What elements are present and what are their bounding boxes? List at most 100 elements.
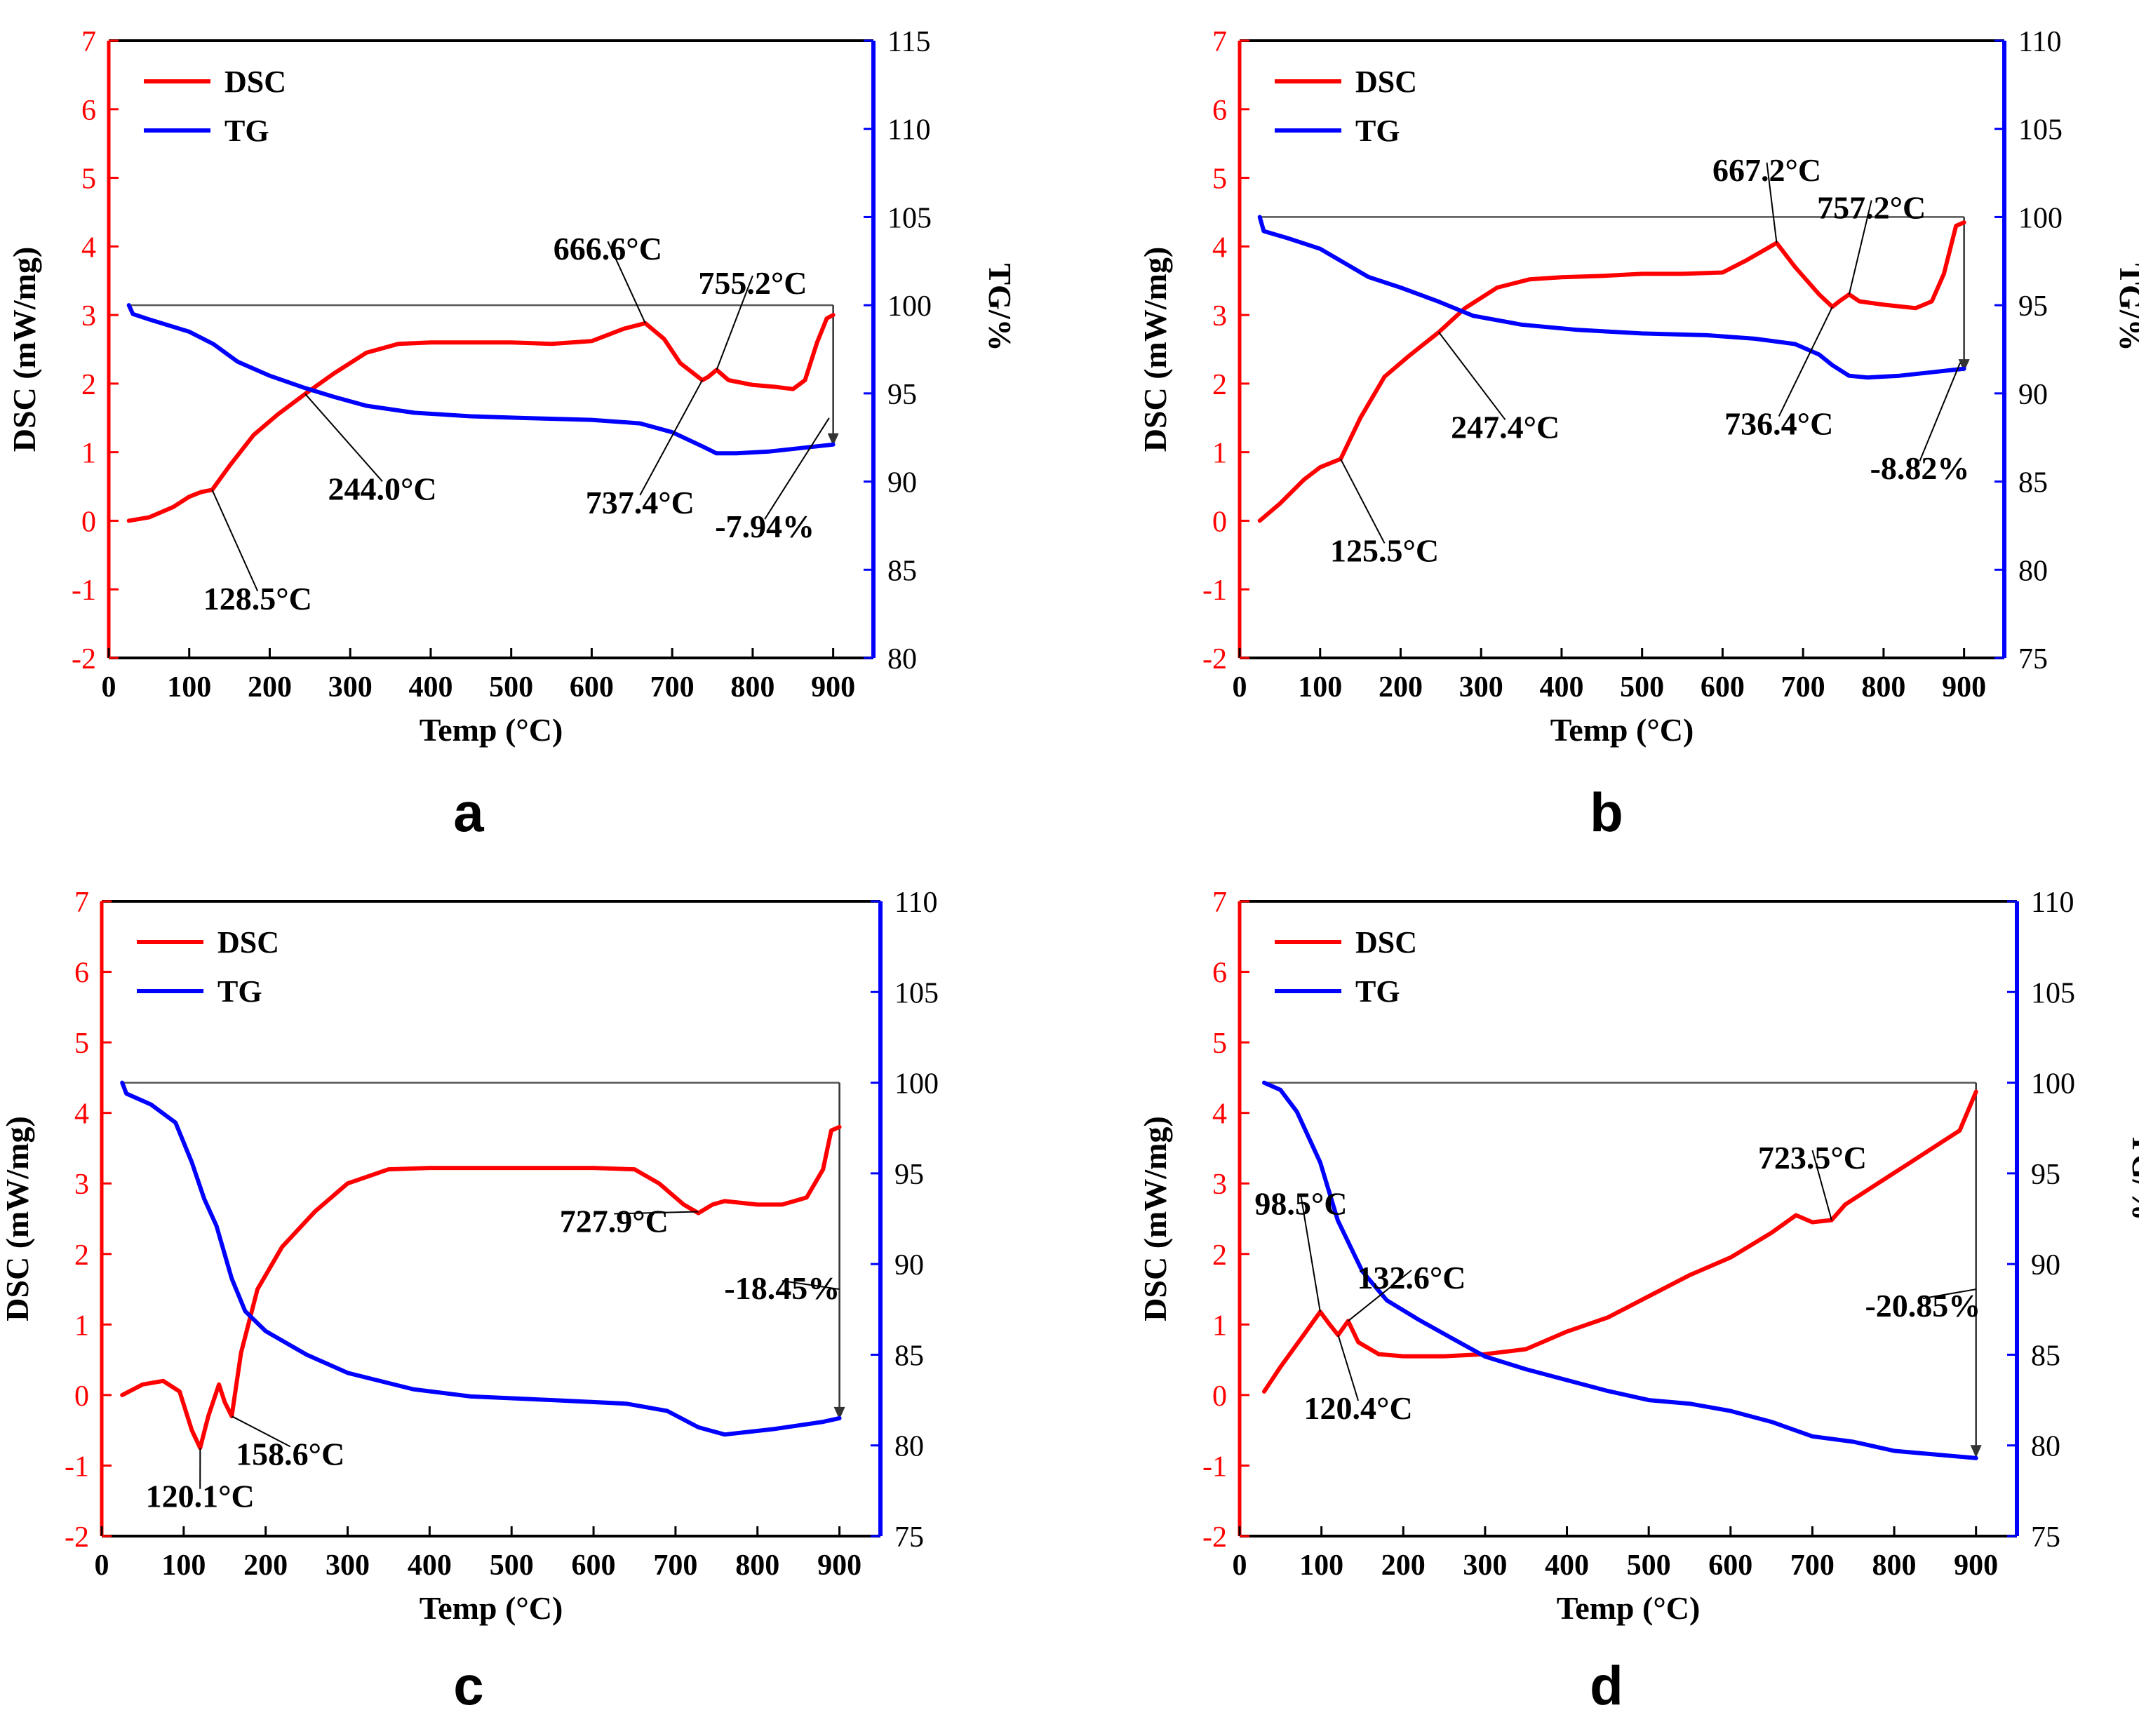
- y2-tick-label: 95: [2018, 290, 2048, 323]
- x-tick-label: 800: [1861, 671, 1905, 704]
- annotation-label: 120.4°C: [1304, 1390, 1413, 1426]
- y2-tick-label: 80: [887, 643, 917, 675]
- annotation-leader: [1919, 363, 1961, 462]
- x-tick-label: 400: [408, 1549, 452, 1582]
- annotation-label: 125.5°C: [1330, 532, 1439, 568]
- y2-tick-label: 75: [894, 1521, 924, 1554]
- y-tick-label: 6: [1212, 957, 1227, 990]
- x-axis-label: Temp (°C): [1557, 1590, 1701, 1626]
- annotation-label: 755.2°C: [698, 265, 807, 301]
- y-tick-label: 1: [81, 438, 96, 470]
- x-tick-label: 300: [326, 1549, 370, 1582]
- annotation-leader: [1922, 1288, 1976, 1300]
- legend-label-tg: TG: [1355, 974, 1400, 1009]
- x-tick-label: 700: [1790, 1549, 1835, 1582]
- y-tick-label: 1: [1212, 438, 1227, 470]
- y-tick-label: 7: [81, 26, 96, 58]
- y2-tick-label: 90: [2031, 1249, 2060, 1281]
- y2-tick-label: 95: [2031, 1159, 2060, 1191]
- y-tick-label: 4: [74, 1098, 89, 1131]
- legend-label-dsc: DSC: [224, 65, 286, 99]
- annotation-leader: [1348, 1270, 1412, 1322]
- y2-tick-label: 100: [887, 290, 932, 323]
- y-tick-label: 0: [1212, 506, 1227, 538]
- annotation-leader: [231, 1415, 291, 1448]
- y2-tick-label: 90: [2018, 379, 2048, 411]
- y2-tick-label: 95: [894, 1159, 924, 1191]
- y-tick-label: 4: [1212, 1098, 1227, 1131]
- x-tick-label: 400: [1539, 671, 1583, 704]
- y-tick-label: 1: [1212, 1310, 1227, 1342]
- series-line-dsc: [1257, 220, 1966, 523]
- annotation-label: 244.0°C: [328, 471, 437, 506]
- y-tick-label: -2: [65, 1521, 89, 1554]
- y2-tick-label: 110: [894, 887, 937, 919]
- x-tick-label: 600: [572, 1549, 616, 1582]
- mass-loss-arrowhead: [1970, 1445, 1982, 1458]
- y-tick-label: 7: [1212, 887, 1227, 919]
- annotation-leader: [1811, 1150, 1832, 1220]
- y-tick-label: 6: [74, 957, 89, 990]
- y2-tick-label: 110: [887, 114, 930, 147]
- annotation-label: 666.6°C: [554, 231, 662, 267]
- y-axis-label: DSC (mW/mg): [1137, 247, 1173, 452]
- y-tick-label: -1: [65, 1451, 89, 1483]
- x-tick-label: 100: [1298, 671, 1342, 704]
- y2-tick-label: 80: [2018, 555, 2048, 587]
- y-axis-label: DSC (mW/mg): [6, 247, 42, 452]
- panel-letter: c: [453, 1655, 483, 1716]
- annotation-leader: [614, 1211, 699, 1215]
- panel-letter-a: a: [453, 781, 484, 843]
- y-tick-label: 0: [1212, 1380, 1227, 1413]
- legend-label-dsc: DSC: [217, 925, 279, 960]
- y-tick-label: 2: [1212, 1239, 1227, 1272]
- y-tick-label: 4: [81, 231, 96, 264]
- y2-tick-label: 90: [887, 467, 917, 499]
- y-tick-label: 5: [1212, 1028, 1227, 1060]
- annotation-label: -7.94%: [715, 509, 814, 544]
- mass-loss-arrowhead: [833, 1406, 845, 1420]
- y-axis-label: DSC (mW/mg): [1137, 1116, 1173, 1321]
- y-tick-label: -1: [1202, 574, 1227, 607]
- y-tick-label: -2: [72, 643, 96, 675]
- series-line-tg: [1257, 215, 1966, 380]
- annotation-leader: [716, 275, 753, 370]
- y-tick-label: -2: [1202, 1521, 1227, 1554]
- annotation-leader: [782, 1280, 840, 1291]
- y-tick-label: 1: [74, 1310, 89, 1342]
- chart-panel-b: 0 100 200 300 400 500 600 700 800 900 -2 -1 0 1 2 3 4 5 6 7…: [1137, 26, 2139, 748]
- x-tick-label: 500: [1620, 671, 1664, 704]
- series-line-dsc: [120, 1124, 842, 1451]
- chart-panel-c: 0 100 200 300 400 500 600 700 800 900 -2 -1 0 1 2 3 4 5 6 7…: [0, 887, 939, 1626]
- y-axis-label: DSC (mW/mg): [0, 1116, 35, 1321]
- annotation-leader: [211, 490, 259, 592]
- x-tick-label: 0: [1233, 1549, 1247, 1582]
- y-tick-label: 2: [74, 1239, 89, 1272]
- series-line-tg: [126, 303, 836, 456]
- annotation-label: 737.4°C: [586, 485, 695, 520]
- legend-label-tg: TG: [1355, 114, 1400, 148]
- annotation-label: 736.4°C: [1724, 406, 1833, 442]
- x-tick-label: 0: [95, 1549, 109, 1582]
- y-tick-label: 3: [81, 300, 96, 332]
- series-line-tg: [1262, 1080, 1978, 1460]
- y2-tick-label: 110: [2031, 887, 2074, 919]
- x-tick-label: 100: [1299, 1549, 1343, 1582]
- y-tick-label: -1: [1202, 1451, 1227, 1483]
- x-tick-label: 400: [1545, 1549, 1589, 1582]
- y2-tick-label: 90: [894, 1249, 924, 1281]
- x-tick-label: 800: [730, 671, 775, 704]
- y2-tick-label: 100: [2018, 202, 2063, 234]
- y-tick-label: 6: [81, 95, 96, 127]
- y-tick-label: 6: [1212, 95, 1227, 127]
- panel-letter: a: [453, 781, 484, 843]
- annotation-label: -18.45%: [724, 1270, 840, 1306]
- x-tick-label: 700: [650, 671, 695, 704]
- annotation-leader: [1848, 200, 1872, 295]
- annotation-label: 128.5°C: [203, 581, 312, 617]
- x-tick-label: 600: [1701, 671, 1745, 704]
- y2-axis-label: TG/%: [2126, 1133, 2139, 1220]
- panel-letter: b: [1590, 781, 1623, 843]
- legend-label-dsc: DSC: [1355, 65, 1417, 99]
